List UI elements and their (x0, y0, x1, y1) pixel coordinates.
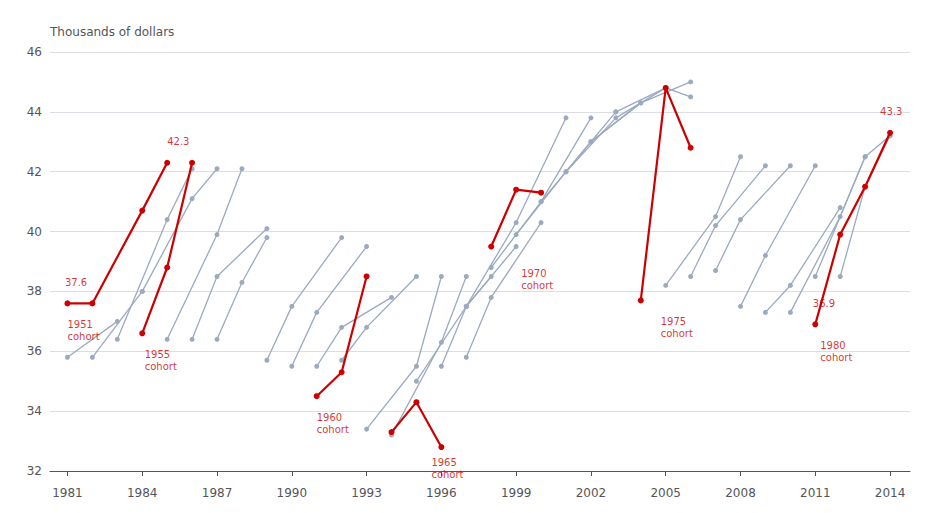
svg-text:2005: 2005 (650, 486, 681, 500)
svg-text:36.9: 36.9 (813, 298, 835, 309)
svg-text:46: 46 (27, 45, 42, 59)
svg-text:36: 36 (27, 344, 42, 358)
svg-text:42: 42 (27, 165, 42, 179)
svg-text:Thousands of dollars: Thousands of dollars (49, 25, 174, 39)
svg-text:cohort: cohort (67, 331, 99, 342)
svg-text:1960: 1960 (317, 412, 342, 423)
svg-text:cohort: cohort (317, 424, 349, 435)
svg-text:2011: 2011 (800, 486, 831, 500)
svg-text:1987: 1987 (202, 486, 233, 500)
svg-text:cohort: cohort (521, 280, 553, 291)
svg-text:cohort: cohort (431, 469, 463, 480)
svg-text:2002: 2002 (576, 486, 607, 500)
svg-text:cohort: cohort (820, 352, 852, 363)
svg-text:1999: 1999 (501, 486, 532, 500)
svg-text:1984: 1984 (127, 486, 158, 500)
svg-text:32: 32 (27, 464, 42, 478)
svg-text:1993: 1993 (351, 486, 382, 500)
svg-text:1996: 1996 (426, 486, 457, 500)
svg-text:1981: 1981 (52, 486, 83, 500)
svg-text:cohort: cohort (145, 361, 177, 372)
svg-text:37.6: 37.6 (65, 277, 87, 288)
svg-text:34: 34 (27, 404, 42, 418)
svg-text:1951: 1951 (67, 319, 92, 330)
svg-text:43.3: 43.3 (880, 106, 902, 117)
svg-text:1975: 1975 (661, 316, 686, 327)
svg-text:2008: 2008 (725, 486, 756, 500)
svg-text:cohort: cohort (661, 328, 693, 339)
svg-text:1970: 1970 (521, 268, 546, 279)
svg-text:38: 38 (27, 284, 42, 298)
svg-text:1980: 1980 (820, 340, 845, 351)
svg-text:1990: 1990 (277, 486, 308, 500)
svg-text:1965: 1965 (431, 457, 456, 468)
svg-text:1955: 1955 (145, 349, 170, 360)
svg-text:2014: 2014 (875, 486, 906, 500)
svg-text:44: 44 (27, 105, 42, 119)
svg-text:40: 40 (27, 225, 42, 239)
svg-text:42.3: 42.3 (167, 136, 189, 147)
